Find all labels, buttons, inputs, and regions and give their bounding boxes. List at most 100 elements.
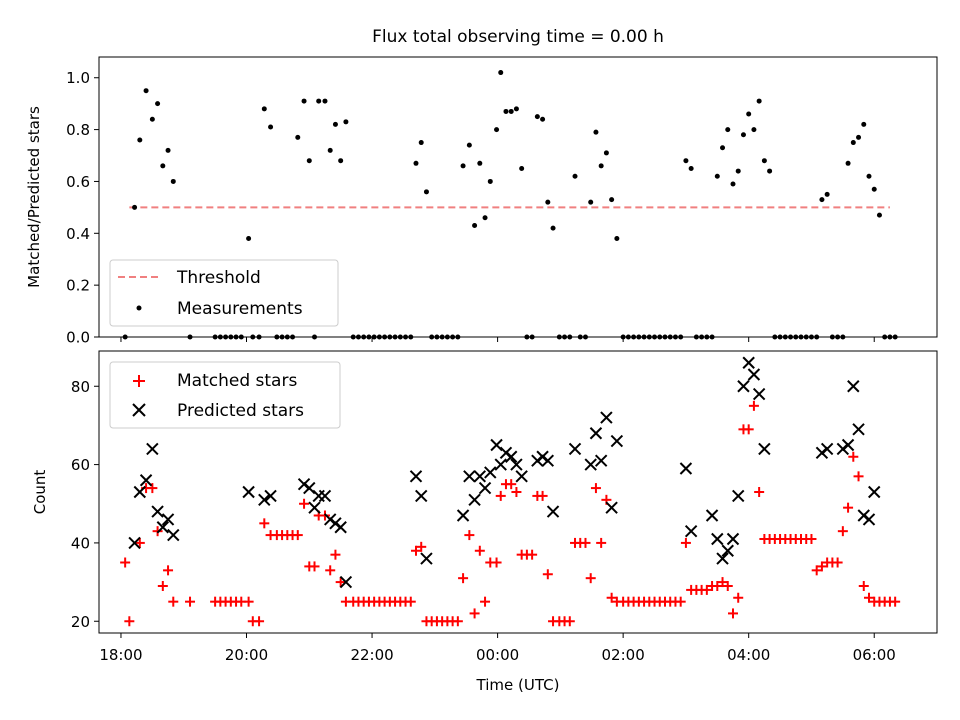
bottom-x-tick-label: 22:00 — [350, 646, 393, 664]
measurement-point — [322, 98, 328, 104]
measurement-point — [751, 127, 757, 133]
top-y-tick-label: 0.0 — [66, 329, 90, 347]
predicted-star-point — [258, 493, 271, 507]
matched-star-point — [542, 569, 553, 580]
measurement-point — [460, 163, 466, 169]
predicted-star-point — [504, 450, 518, 463]
measurement-point — [545, 199, 551, 205]
measurement-point — [735, 168, 741, 174]
predicted-star-stroke-b — [415, 489, 428, 503]
matched-star-point — [727, 608, 738, 619]
predicted-star-point — [732, 489, 745, 503]
measurement-point — [132, 204, 138, 210]
predicted-star-point — [589, 427, 603, 440]
matched-star-point — [405, 596, 416, 607]
predicted-star-stroke-b — [820, 442, 834, 456]
predicted-star-point — [510, 458, 523, 471]
predicted-star-stroke-b — [504, 450, 518, 463]
predicted-star-stroke-b — [862, 513, 876, 526]
measurement-point — [418, 140, 424, 146]
predicted-star-point — [541, 454, 555, 467]
predicted-star-stroke-b — [456, 509, 470, 522]
bottom-legend-box — [109, 361, 341, 429]
measurement-point — [295, 134, 301, 140]
matched-star-point — [853, 471, 864, 482]
predicted-star-point — [167, 528, 180, 542]
measurement-point — [513, 106, 519, 112]
predicted-star-stroke-b — [161, 513, 175, 526]
predicted-star-stroke-b — [752, 387, 766, 401]
bottom-y-tick-label: 80 — [71, 378, 90, 396]
predicted-star-stroke-b — [605, 501, 618, 514]
predicted-star-point — [862, 513, 876, 526]
predicted-star-stroke-b — [732, 489, 745, 503]
measurement-point — [603, 150, 609, 156]
predicted-star-point — [494, 458, 507, 471]
matched-star-point — [464, 530, 475, 541]
predicted-star-stroke-b — [747, 368, 761, 381]
predicted-star-stroke-b — [726, 532, 740, 546]
predicted-star-stroke-b — [156, 521, 170, 534]
predicted-star-stroke-b — [584, 458, 597, 471]
measurement-point — [170, 178, 176, 184]
predicted-star-stroke-b — [711, 532, 724, 546]
predicted-star-stroke-b — [146, 442, 159, 456]
measurement-point — [482, 215, 488, 221]
measurement-point — [593, 129, 599, 135]
top-legend-box — [109, 259, 339, 327]
bottom-x-axis-label: Time (UTC) — [476, 676, 560, 694]
measurement-point — [149, 116, 155, 122]
predicted-star-point — [468, 493, 481, 507]
matched-star-point — [675, 596, 686, 607]
predicted-star-stroke-b — [716, 552, 729, 565]
predicted-star-point — [515, 470, 528, 483]
measurement-point — [540, 116, 546, 122]
matched-star-point — [474, 545, 485, 556]
matched-star-point — [452, 616, 463, 627]
predicted-star-stroke-b — [737, 380, 750, 393]
top-panel: Flux total observing time = 0.00 h 0.00.… — [25, 27, 938, 347]
bottom-x-tick-label: 20:00 — [225, 646, 268, 664]
matched-star-point — [299, 498, 310, 509]
legend-matched-label: Matched stars — [177, 371, 297, 391]
bottom-x-tick-label: 02:00 — [602, 646, 645, 664]
matched-star-point — [537, 490, 548, 501]
measurement-point — [819, 197, 825, 203]
matched-star-point — [606, 592, 617, 603]
matched-star-point — [157, 581, 168, 591]
predicted-star-point — [716, 552, 729, 565]
measurement-point — [756, 98, 762, 104]
matched-star-point — [816, 561, 827, 572]
measurement-point — [714, 173, 720, 179]
matched-star-point — [701, 584, 712, 595]
matched-star-point — [717, 577, 728, 588]
predicted-star-stroke-b — [128, 536, 141, 550]
matched-star-point — [580, 537, 591, 548]
measurement-point — [165, 147, 171, 153]
predicted-star-stroke-b — [594, 454, 608, 467]
measurement-point — [725, 127, 731, 133]
top-legend: Threshold Measurements — [109, 259, 339, 327]
bottom-y-tick-label: 20 — [71, 613, 90, 631]
matched-star-point — [585, 573, 596, 584]
predicted-star-stroke-b — [546, 505, 560, 518]
predicted-star-point — [463, 470, 476, 483]
matched-star-point — [325, 565, 336, 576]
predicted-star-stroke-b — [318, 489, 332, 503]
matched-star-point — [330, 549, 341, 560]
bottom-panel: 20 40 60 80 18:00 20:00 22:00 00:00 02:00 04:00 06… — [31, 350, 938, 694]
predicted-star-point — [758, 442, 771, 456]
predicted-star-point — [594, 454, 608, 467]
matched-star-point — [863, 592, 874, 603]
bottom-legend: Matched stars Predicted stars — [109, 361, 341, 429]
predicted-star-stroke-b — [420, 552, 433, 565]
predicted-star-point — [868, 485, 881, 499]
matched-star-point — [527, 549, 538, 560]
predicted-star-point — [415, 489, 428, 503]
measurement-point — [316, 98, 322, 104]
matched-star-point — [243, 596, 254, 607]
measurement-point — [588, 199, 594, 205]
measurement-point — [767, 168, 773, 174]
measurement-point — [598, 163, 604, 169]
